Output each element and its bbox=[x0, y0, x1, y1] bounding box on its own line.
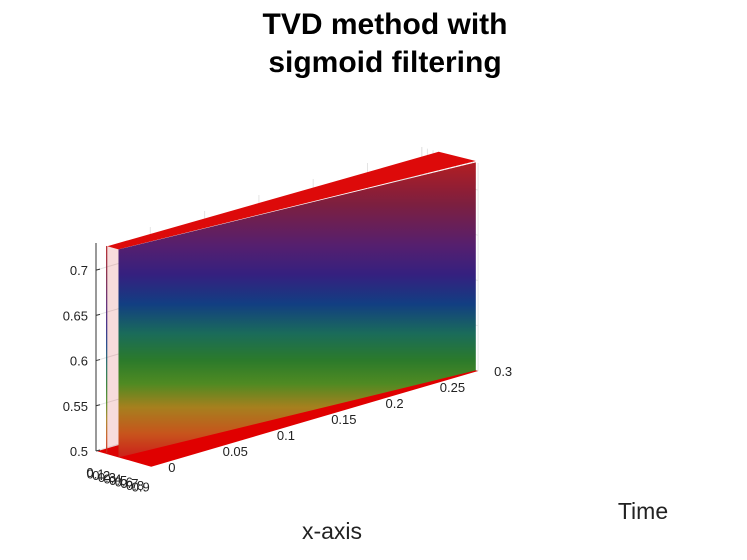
x-tick-label: 0.2 bbox=[92, 468, 110, 483]
z-tick-mark bbox=[95, 449, 101, 452]
surface-top bbox=[107, 151, 476, 250]
surface-front-edge bbox=[107, 246, 119, 458]
surface-right-wall bbox=[118, 162, 476, 458]
time-tick-label: 0 bbox=[168, 460, 175, 475]
surface bbox=[97, 151, 479, 467]
x-tick-label: 0.1 bbox=[87, 467, 105, 482]
z-tick-label: 0.65 bbox=[63, 308, 88, 323]
x-tick-label: 0.3 bbox=[98, 470, 116, 485]
time-tick-label: 0.15 bbox=[331, 412, 356, 427]
z-tick-mark bbox=[95, 313, 101, 316]
time-tick-label: 0.05 bbox=[223, 444, 248, 459]
surface-left-wall bbox=[106, 245, 108, 455]
time-tick-labels: 0 0.05 0.1 0.15 0.2 0.25 0.3 bbox=[168, 364, 512, 475]
z-tick-mark bbox=[95, 359, 101, 362]
x-axis-label: x-axis bbox=[302, 518, 362, 544]
x-tick-label: 0.7 bbox=[120, 476, 138, 491]
time-tick-label: 0.25 bbox=[440, 380, 465, 395]
x-tick-label: 0.6 bbox=[115, 475, 133, 490]
x-tick-labels: 00.10.20.30.40.50.60.70.80.9 bbox=[86, 465, 149, 494]
z-tick-label: 0.6 bbox=[70, 354, 88, 369]
time-axis-label: Time bbox=[618, 498, 668, 524]
x-tick-label: 0.5 bbox=[109, 473, 127, 488]
x-tick-label: 0.4 bbox=[103, 471, 121, 486]
time-tick-label: 0.3 bbox=[494, 364, 512, 379]
z-tick-mark bbox=[95, 268, 101, 271]
x-tick-label: 0.8 bbox=[126, 478, 144, 493]
x-tick-label: 0 bbox=[86, 465, 93, 480]
x-tick-label: 0.9 bbox=[132, 479, 150, 494]
z-tick-label: 0.5 bbox=[70, 444, 88, 459]
z-tick-label: 0.7 bbox=[70, 263, 88, 278]
time-tick-label: 0.2 bbox=[386, 396, 404, 411]
chart-title-line-2: sigmoid filtering bbox=[268, 46, 502, 79]
z-tick-labels: 0.5 0.55 0.6 0.65 0.7 bbox=[63, 263, 101, 459]
time-tick-label: 0.1 bbox=[277, 428, 295, 443]
z-tick-mark bbox=[95, 404, 101, 407]
z-tick-label: 0.55 bbox=[63, 399, 88, 414]
chart-title: TVD method with sigmoid filtering bbox=[0, 6, 747, 82]
chart-title-line-1: TVD method with bbox=[262, 8, 508, 41]
